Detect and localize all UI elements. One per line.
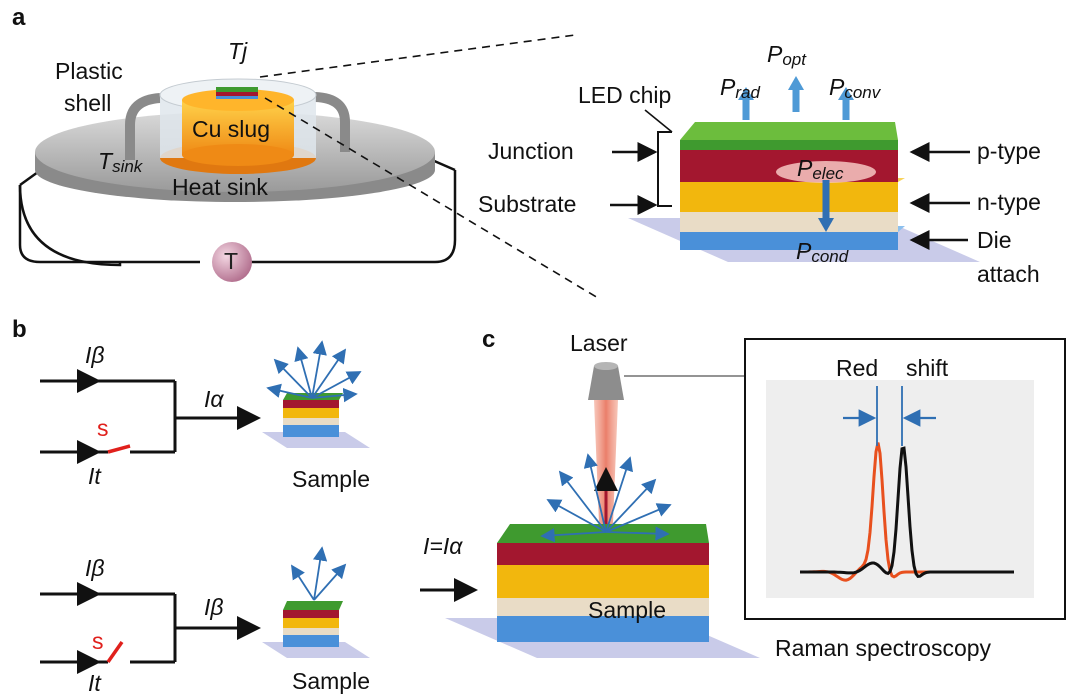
led-chip-stack (628, 122, 980, 262)
label-tsink: Tsink (98, 148, 143, 176)
label-die: Die (977, 227, 1012, 253)
panel-label-b: b (12, 316, 27, 343)
raman-spectra (800, 442, 1014, 582)
label-sample-large: Sample (588, 597, 666, 623)
zoom-line-top (259, 34, 576, 78)
panel-label-a: a (12, 4, 26, 31)
circuit-bottom (40, 582, 261, 674)
spectrum-black-curve (800, 446, 1014, 578)
led-package (18, 78, 457, 282)
sample-large (445, 524, 760, 658)
label-top-switch: s (97, 415, 109, 441)
sample-small-top (262, 393, 370, 448)
label-led-chip: LED chip (578, 82, 672, 108)
zoom-line-bottom (264, 97, 599, 299)
label-tj: Tj (228, 38, 248, 64)
shell-leg-right (314, 92, 350, 152)
label-bottom-switch: s (92, 628, 104, 654)
emission-arrows-large (540, 453, 672, 543)
label-bottom-i-out: Iβ (204, 594, 224, 620)
label-raman: Raman spectroscopy (775, 635, 992, 661)
label-heat-sink: Heat sink (172, 174, 268, 200)
label-bottom-i-t: It (88, 670, 101, 696)
label-p-type: p-type (977, 138, 1041, 164)
label-attach: attach (977, 261, 1040, 287)
emission-arrows-top (266, 340, 362, 403)
power-arrows (738, 76, 854, 232)
circuit-top (40, 369, 261, 464)
label-laser: Laser (570, 330, 628, 356)
elec-hotspot (776, 161, 876, 183)
label-current: I=Iα (423, 533, 463, 559)
label-cu-slug: Cu slug (192, 116, 270, 142)
label-top-i-t: It (88, 463, 101, 489)
laser-head (588, 362, 750, 400)
thermocouple-wire-left (18, 184, 122, 267)
label-p-cond: Pcond (796, 238, 849, 266)
label-thermometer: T (224, 248, 239, 274)
label-n-type: n-type (977, 189, 1041, 215)
switch-closed (107, 444, 131, 454)
label-bottom-i-beta: Iβ (85, 555, 105, 581)
panel-label-c: c (482, 326, 496, 353)
sample-small-bottom (262, 601, 370, 658)
label-p-conv: Pconv (829, 74, 881, 102)
shell-leg-left (125, 93, 161, 160)
label-p-rad: Prad (720, 74, 760, 102)
label-p-opt: Popt (767, 41, 806, 69)
label-top-sample: Sample (292, 466, 370, 492)
label-p-elec: Pelec (797, 155, 844, 183)
label-substrate: Substrate (478, 191, 577, 217)
label-plastic: Plastic (55, 58, 123, 84)
label-bottom-sample: Sample (292, 668, 370, 694)
label-junction: Junction (488, 138, 574, 164)
thermocouple-wire-right (242, 170, 457, 264)
label-top-i-out: Iα (204, 386, 224, 412)
emission-arrows-bottom (291, 546, 347, 601)
label-red: Red (836, 355, 879, 381)
label-shell: shell (64, 90, 112, 116)
label-shift: shift (906, 355, 949, 381)
switch-open (106, 640, 124, 664)
label-top-i-beta: Iβ (85, 342, 105, 368)
thermometer-ball (212, 242, 252, 282)
